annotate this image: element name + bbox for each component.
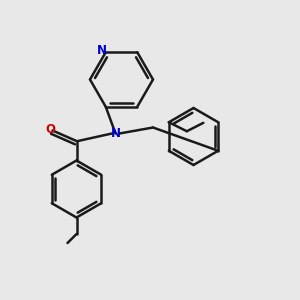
Text: N: N [110, 127, 121, 140]
Text: O: O [45, 123, 55, 136]
Text: N: N [97, 44, 107, 57]
